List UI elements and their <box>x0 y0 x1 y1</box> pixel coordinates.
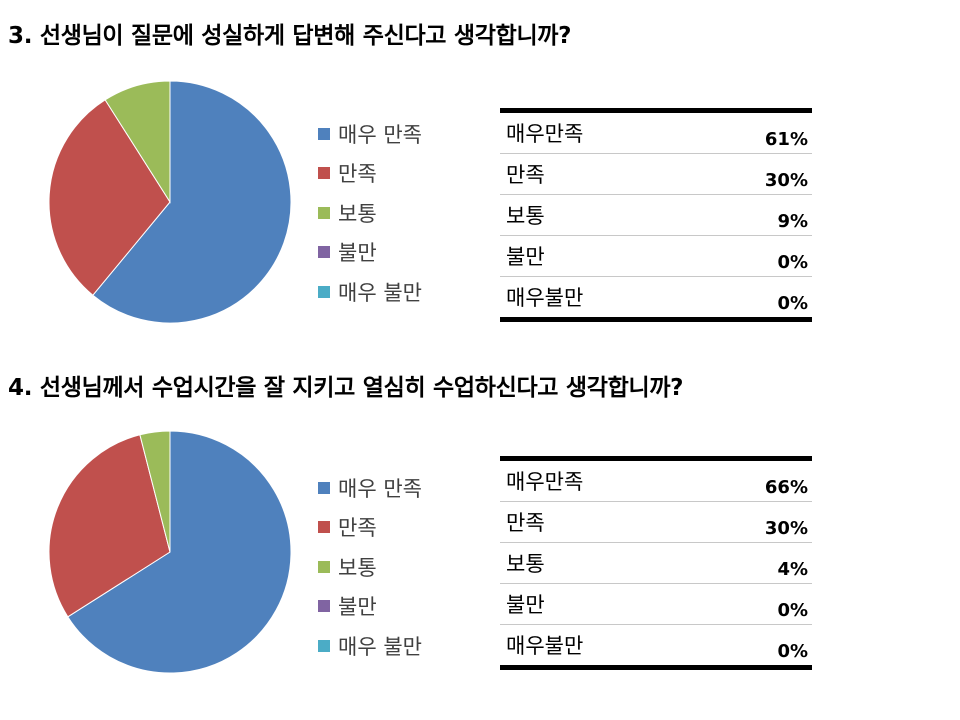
legend-item: 보통 <box>318 547 422 587</box>
legend-swatch <box>318 521 330 534</box>
legend-label: 매우 불만 <box>338 634 422 659</box>
table-cell-label: 보통 <box>500 542 694 584</box>
pie-slice-3 <box>104 80 171 204</box>
pie-slice-2 <box>48 99 171 296</box>
table-cell-label: 매우불만 <box>506 286 584 310</box>
table-cell-percent: 30% <box>693 501 812 543</box>
table-row: 보통 9% <box>500 194 812 236</box>
table-cell-label: 매우불만 <box>506 634 584 658</box>
legend-swatch <box>318 246 330 259</box>
legend-question-4: 매우 만족 만족 보통 불만 매우 불만 <box>318 468 422 666</box>
legend-swatch <box>318 600 330 613</box>
legend-swatch <box>318 127 330 140</box>
legend-label: 만족 <box>338 162 377 187</box>
pie-chart-question-4 <box>48 430 292 674</box>
legend-label: 불만 <box>338 241 377 266</box>
table-row: 매우불만 0% <box>500 277 812 320</box>
legend-item: 매우 불만 <box>318 272 422 312</box>
legend-label: 매우 만족 <box>338 122 422 147</box>
legend-swatch <box>318 481 330 494</box>
summary-table-question-4: 매우만족 66% 만족 30% 보통 4% 불만 0% 매우불만 0% <box>500 456 812 670</box>
legend-label: 매우 만족 <box>338 476 422 501</box>
table-cell-label: 매우만족 <box>500 110 694 154</box>
legend-label: 만족 <box>338 516 377 541</box>
legend-swatch <box>318 560 330 573</box>
table-cell-percent: 0% <box>777 293 808 314</box>
legend-item: 보통 <box>318 193 422 233</box>
table-cell-label: 만족 <box>500 501 694 543</box>
legend-swatch <box>318 639 330 652</box>
legend-item: 만족 <box>318 508 422 548</box>
pie-slice-1 <box>67 430 292 674</box>
table-cell-percent: 0% <box>693 583 812 625</box>
pie-slice-1 <box>92 80 292 324</box>
question-3-title: 3. 선생님이 질문에 성실하게 답변해 주신다고 생각합니까? <box>8 23 572 49</box>
table-cell-label: 불만 <box>500 235 694 277</box>
table-row: 만족 30% <box>500 501 812 543</box>
table-cell-percent: 9% <box>693 194 812 236</box>
legend-item: 매우 만족 <box>318 114 422 154</box>
pie-chart-question-3 <box>48 80 292 324</box>
legend-swatch <box>318 206 330 219</box>
table-cell-percent: 0% <box>693 235 812 277</box>
table-row: 매우불만 0% <box>500 625 812 668</box>
legend-swatch <box>318 285 330 298</box>
question-4-title: 4. 선생님께서 수업시간을 잘 지키고 열심히 수업하신다고 생각합니까? <box>8 375 684 401</box>
legend-item: 불만 <box>318 587 422 627</box>
legend-item: 만족 <box>318 154 422 194</box>
summary-table-question-3: 매우만족 61% 만족 30% 보통 9% 불만 0% 매우불만 0% <box>500 108 812 322</box>
legend-label: 보통 <box>338 555 377 580</box>
table-row: 만족 30% <box>500 153 812 195</box>
legend-label: 불만 <box>338 595 377 620</box>
legend-item: 매우 불만 <box>318 626 422 666</box>
legend-label: 매우 불만 <box>338 280 422 305</box>
pie-slice-2 <box>48 434 171 618</box>
legend-item: 매우 만족 <box>318 468 422 508</box>
legend-question-3: 매우 만족 만족 보통 불만 매우 불만 <box>318 114 422 312</box>
table-cell-percent: 61% <box>693 110 812 154</box>
table-row: 매우만족 61% <box>500 110 812 154</box>
table-cell-percent: 30% <box>693 153 812 195</box>
legend-swatch <box>318 167 330 180</box>
legend-label: 보통 <box>338 201 377 226</box>
table-cell-label: 매우만족 <box>500 458 694 502</box>
table-row: 보통 4% <box>500 542 812 584</box>
table-cell-percent: 4% <box>693 542 812 584</box>
table-cell-label: 만족 <box>500 153 694 195</box>
table-cell-label: 보통 <box>500 194 694 236</box>
table-row: 불만 0% <box>500 235 812 277</box>
legend-item: 불만 <box>318 233 422 273</box>
table-row: 불만 0% <box>500 583 812 625</box>
table-cell-label: 불만 <box>500 583 694 625</box>
table-row: 매우만족 66% <box>500 458 812 502</box>
table-cell-percent: 0% <box>777 641 808 662</box>
table-cell-percent: 66% <box>693 458 812 502</box>
pie-slice-3 <box>139 430 171 553</box>
